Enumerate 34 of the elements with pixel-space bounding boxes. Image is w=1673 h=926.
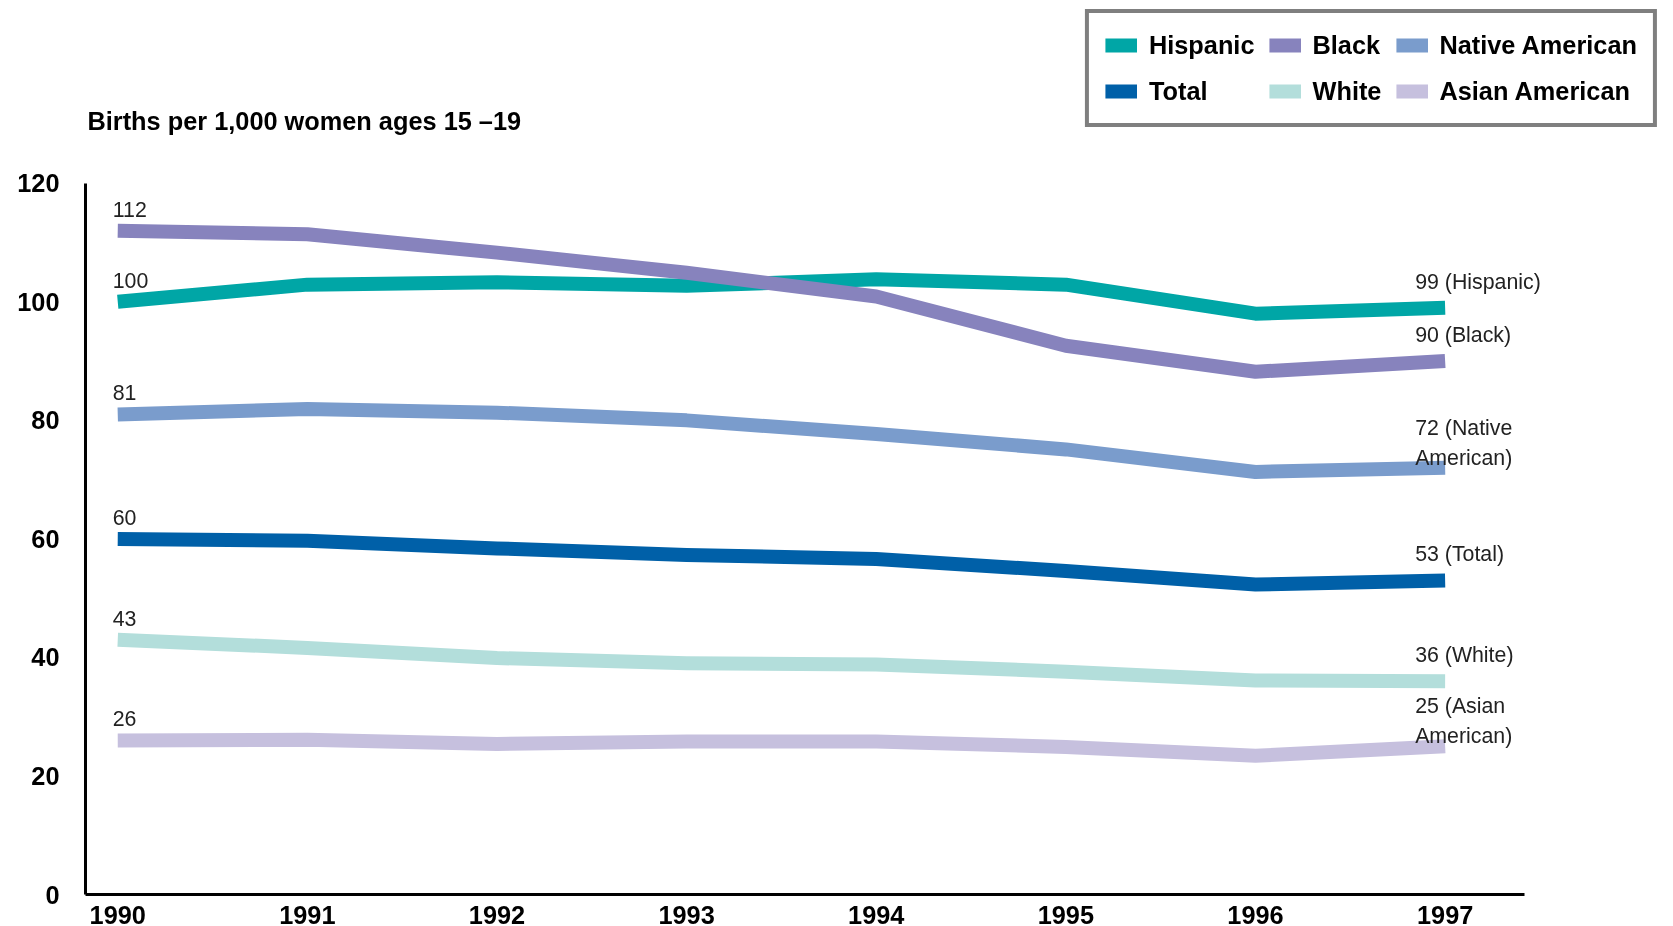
x-tick-label: 1991: [279, 900, 336, 926]
x-tick-label: 1997: [1416, 900, 1474, 926]
data-label: 26: [112, 707, 137, 732]
legend-label: Total: [1148, 76, 1208, 106]
x-tick-label: 1996: [1227, 900, 1284, 926]
data-label: 90 (Black): [1415, 323, 1512, 348]
data-label: 100: [112, 268, 149, 293]
y-tick-label: 100: [17, 287, 60, 316]
data-label: 81: [112, 381, 137, 406]
y-tick-label: 80: [31, 406, 60, 435]
x-tick-label: 1992: [468, 900, 526, 926]
legend-label: White: [1312, 76, 1382, 106]
data-label: 72 (Native American): [1415, 415, 1513, 470]
y-axis-title: Births per 1,000 women ages 15 –19: [87, 107, 522, 136]
legend-label: Black: [1312, 30, 1381, 60]
data-label: 36 (White): [1415, 643, 1514, 668]
data-label: 60: [112, 505, 137, 530]
data-label: 99 (Hispanic): [1415, 269, 1541, 294]
data-label: 53 (Total): [1415, 542, 1505, 567]
x-tick-label: 1995: [1037, 900, 1095, 926]
data-label: 25 (Asian American): [1415, 694, 1513, 749]
legend-label: Hispanic: [1148, 30, 1255, 60]
x-tick-label: 1994: [848, 900, 905, 926]
data-label: 112: [112, 197, 147, 222]
y-tick-label: 60: [31, 524, 60, 553]
y-tick-label: 20: [31, 761, 60, 790]
legend-label: Native American: [1439, 30, 1637, 60]
y-tick-label: 0: [45, 880, 60, 909]
legend-label: Asian American: [1439, 76, 1630, 106]
data-label: 43: [112, 606, 137, 631]
y-tick-label: 120: [17, 169, 60, 198]
x-tick-label: 1993: [658, 900, 715, 926]
y-tick-label: 40: [31, 643, 60, 672]
x-tick-label: 1990: [89, 900, 146, 926]
